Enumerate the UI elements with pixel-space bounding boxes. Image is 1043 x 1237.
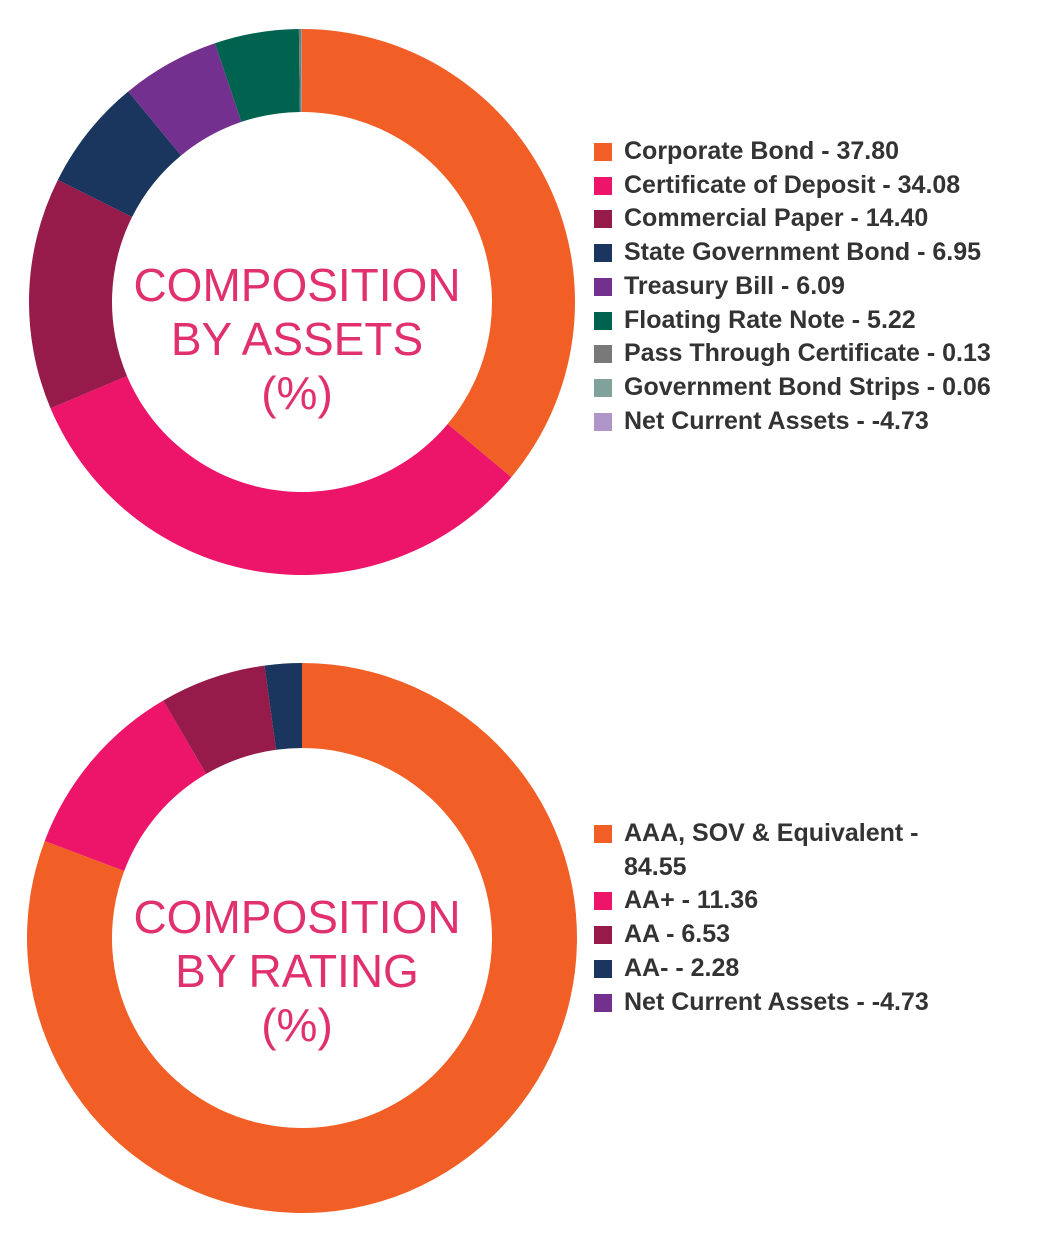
legend-item: AA+ - 11.36 bbox=[594, 884, 984, 918]
assets-center-label: COMPOSITION BY ASSETS (%) bbox=[97, 258, 497, 420]
legend-item: Pass Through Certificate - 0.13 bbox=[594, 337, 991, 371]
legend-label: Treasury Bill - 6.09 bbox=[624, 271, 845, 300]
slice-pass-through-certificate bbox=[298, 29, 302, 113]
slice-government-bond-strips bbox=[301, 29, 302, 113]
legend-label: Net Current Assets - -4.73 bbox=[624, 406, 929, 435]
slice-certificate-of-deposit bbox=[50, 375, 512, 575]
legend-item: Government Bond Strips - 0.06 bbox=[594, 371, 991, 405]
legend-swatch bbox=[594, 378, 612, 397]
legend-label: Government Bond Strips - 0.06 bbox=[624, 372, 991, 401]
slice-corporate-bond bbox=[302, 29, 575, 478]
legend-swatch bbox=[594, 244, 612, 263]
slice-aa bbox=[44, 700, 207, 871]
legend-label: Certificate of Deposit - 34.08 bbox=[624, 170, 961, 199]
assets-donut bbox=[29, 29, 575, 575]
composition-by-rating-chart: COMPOSITION BY RATING (%) AAA, SOV & Equ… bbox=[0, 620, 1043, 1237]
legend-label: Pass Through Certificate - 0.13 bbox=[624, 339, 991, 368]
legend-swatch bbox=[594, 345, 612, 364]
legend-swatch bbox=[594, 892, 612, 911]
slice-floating-rate-note bbox=[214, 29, 300, 122]
legend-label: AA+ - 11.36 bbox=[624, 886, 759, 915]
assets-center-line-1: COMPOSITION bbox=[133, 259, 461, 311]
legend-item: AA - 6.53 bbox=[594, 918, 984, 952]
assets-center-line-3: (%) bbox=[261, 367, 333, 419]
slice-aa bbox=[264, 663, 302, 750]
legend-item: AAA, SOV & Equivalent - 84.55 bbox=[594, 817, 984, 884]
legend-item: Treasury Bill - 6.09 bbox=[594, 270, 991, 304]
legend-item: Commercial Paper - 14.40 bbox=[594, 202, 991, 236]
legend-label: Floating Rate Note - 5.22 bbox=[624, 305, 916, 334]
slice-state-government-bond bbox=[57, 91, 182, 217]
slice-aa bbox=[163, 665, 277, 774]
rating-donut bbox=[26, 663, 577, 1213]
legend-label: State Government Bond - 6.95 bbox=[624, 238, 982, 267]
legend-swatch bbox=[594, 176, 612, 195]
legend-label: Commercial Paper - 14.40 bbox=[624, 204, 929, 233]
assets-center-line-2: BY ASSETS bbox=[170, 313, 424, 365]
legend-label: AA- - 2.28 bbox=[624, 953, 740, 982]
legend-swatch bbox=[594, 143, 612, 161]
rating-center-line-3: (%) bbox=[261, 999, 333, 1051]
legend-item: Corporate Bond - 37.80 bbox=[594, 135, 991, 169]
legend-item: AA- - 2.28 bbox=[594, 952, 984, 986]
slice-treasury-bill bbox=[128, 43, 242, 156]
legend-item: Certificate of Deposit - 34.08 bbox=[594, 169, 991, 203]
rating-center-label: COMPOSITION BY RATING (%) bbox=[97, 890, 497, 1052]
legend-swatch bbox=[594, 825, 612, 843]
rating-legend: AAA, SOV & Equivalent - 84.55 AA+ - 11.36… bbox=[594, 817, 984, 1019]
slice-aaa-sov-equivalent bbox=[26, 663, 577, 1213]
legend-swatch bbox=[594, 926, 612, 945]
assets-legend: Corporate Bond - 37.80 Certificate of Dep… bbox=[594, 135, 991, 438]
legend-swatch bbox=[594, 311, 612, 330]
legend-item: Net Current Assets - -4.73 bbox=[594, 986, 984, 1020]
legend-swatch bbox=[594, 959, 612, 978]
legend-item: Floating Rate Note - 5.22 bbox=[594, 304, 991, 338]
legend-label: AAA, SOV & Equivalent - 84.55 bbox=[624, 819, 919, 881]
legend-swatch bbox=[594, 277, 612, 296]
legend-label: Net Current Assets - -4.73 bbox=[624, 987, 929, 1016]
legend-item: Net Current Assets - -4.73 bbox=[594, 405, 991, 439]
legend-swatch bbox=[594, 993, 612, 1012]
slice-commercial-paper bbox=[29, 179, 133, 409]
legend-label: Corporate Bond - 37.80 bbox=[624, 137, 900, 165]
legend-swatch bbox=[594, 412, 612, 431]
rating-center-line-1: COMPOSITION bbox=[133, 891, 461, 943]
legend-item: State Government Bond - 6.95 bbox=[594, 236, 991, 270]
legend-swatch bbox=[594, 210, 612, 229]
composition-by-assets-chart: COMPOSITION BY ASSETS (%) Corporate Bond… bbox=[0, 0, 1043, 600]
rating-center-line-2: BY RATING bbox=[175, 945, 419, 997]
legend-label: AA - 6.53 bbox=[624, 920, 731, 949]
